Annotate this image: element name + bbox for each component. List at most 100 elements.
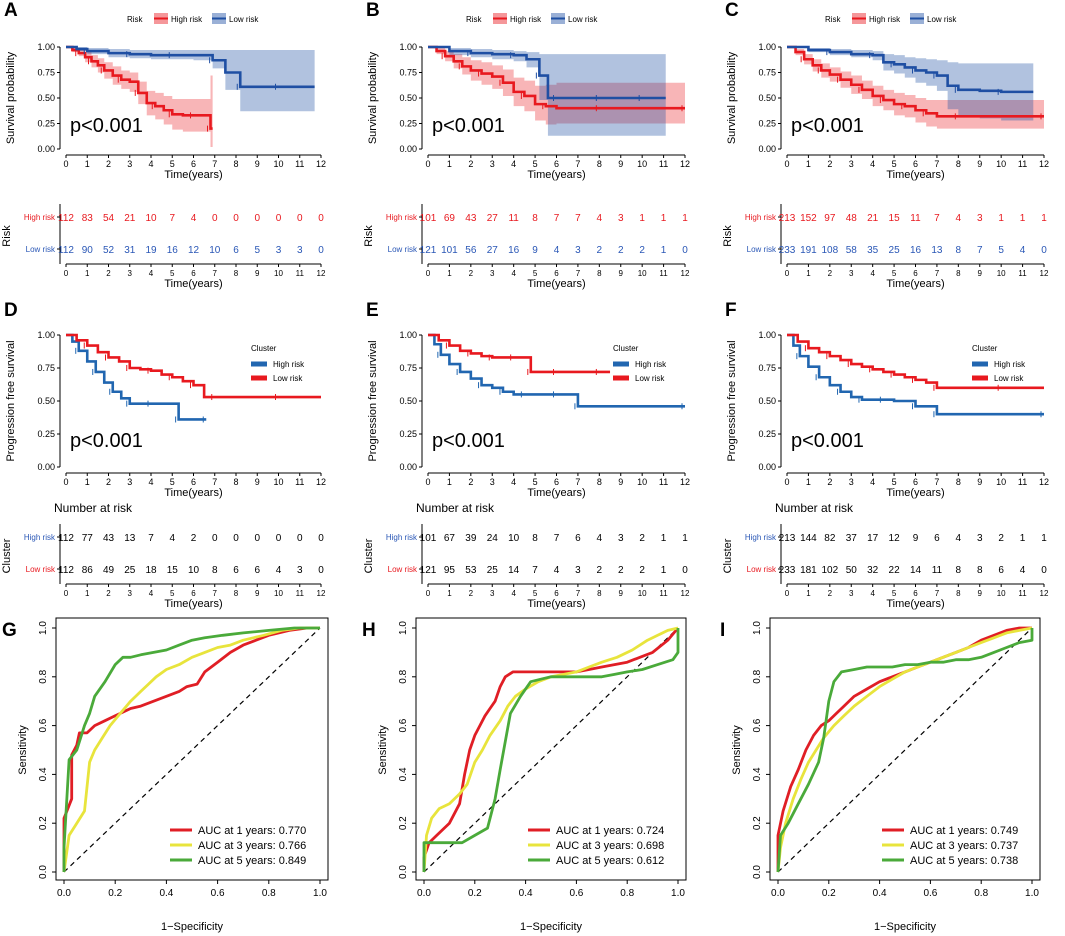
roc-curve-5-year: [776, 628, 1034, 873]
y-tick-label: 0.75: [758, 363, 776, 373]
risk-count: 3: [297, 565, 303, 576]
x-tick-label: 3: [490, 477, 495, 487]
risk-count: 8: [532, 533, 538, 544]
x-tick-label: 9: [618, 477, 623, 487]
x-tick-label: 12: [316, 477, 326, 487]
panel-I: I 0.0 0.2 0.4 0.6 0.8 1.0 0.0 0.2 0.4 0.6 0.8 1.0 1−S…: [720, 617, 1041, 933]
risk-x-tick-label: 7: [213, 589, 218, 598]
panel-C: C0.000.250.500.751.000 1 2 3 4 5 6 7 8 9 10 11 12Tim…: [722, 0, 1049, 290]
risk-row-label: High risk: [24, 533, 56, 542]
risk-x-axis-title: Time(years): [886, 278, 944, 290]
y-tick-label: 0.2: [752, 816, 763, 830]
panel-A: A0.000.250.500.751.000 1 2 3 4 5 6 7 8 9 10 11 12Tim…: [1, 0, 326, 290]
risk-count: 12: [188, 245, 200, 256]
risk-count: 1: [661, 533, 667, 544]
risk-x-tick-label: 11: [1018, 589, 1027, 598]
risk-x-tick-label: 4: [149, 269, 154, 278]
risk-count: 7: [977, 245, 983, 256]
legend-label: AUC at 1 years: 0.749: [910, 825, 1018, 837]
risk-count: 0: [254, 213, 260, 224]
risk-count: 58: [846, 245, 858, 256]
km-curve-high-risk: [428, 45, 685, 110]
risk-count: 1: [682, 533, 688, 544]
roc-curve-3-year: [776, 626, 1033, 873]
x-tick-label: 0: [784, 159, 789, 169]
risk-count: 24: [487, 533, 499, 544]
risk-row-label: Low risk: [26, 565, 56, 574]
risk-x-tick-label: 2: [469, 269, 474, 278]
x-tick-label: 1.0: [671, 888, 685, 899]
y-tick-label: 1.0: [752, 621, 763, 635]
risk-count: 233: [779, 245, 796, 256]
x-tick-label: 4: [511, 159, 516, 169]
risk-table-title: Number at risk: [416, 501, 495, 515]
km-curve-low-risk: [428, 45, 666, 100]
x-tick-label: 11: [1018, 159, 1027, 169]
x-tick-label: 7: [212, 477, 217, 487]
km-curve-high-risk: [787, 333, 1044, 416]
legend-label: High risk: [869, 15, 901, 24]
risk-count: 2: [639, 245, 645, 256]
risk-x-tick-label: 7: [935, 589, 940, 598]
risk-count: 2: [639, 565, 645, 576]
x-tick-label: 11: [1018, 477, 1027, 487]
x-tick-label: 0: [63, 477, 68, 487]
ci-band-high-risk: [787, 47, 1044, 129]
reference-diagonal: [63, 627, 321, 873]
roc-curve-1-year: [62, 626, 320, 872]
y-tick-label: 1.00: [758, 330, 776, 340]
y-tick-label: 0.0: [752, 865, 763, 879]
risk-count: 77: [82, 533, 94, 544]
risk-count: 0: [297, 533, 303, 544]
risk-count: 3: [977, 533, 983, 544]
x-axis-title: Time(years): [527, 169, 585, 181]
risk-row-label: High risk: [24, 213, 56, 222]
risk-x-tick-label: 7: [213, 269, 218, 278]
risk-count: 83: [82, 213, 94, 224]
x-tick-label: 2: [468, 159, 473, 169]
risk-x-tick-label: 9: [255, 269, 260, 278]
p-value: p<0.001: [432, 115, 505, 137]
risk-x-tick-label: 5: [170, 589, 175, 598]
risk-count: 25: [889, 245, 901, 256]
risk-x-tick-label: 4: [870, 269, 875, 278]
risk-count: 3: [618, 533, 624, 544]
x-tick-label: 12: [1039, 477, 1049, 487]
risk-x-tick-label: 8: [597, 269, 602, 278]
risk-count: 3: [977, 213, 983, 224]
risk-count: 86: [82, 565, 94, 576]
y-tick-label: 0.6: [398, 718, 409, 732]
risk-count: 15: [167, 565, 179, 576]
reference-diagonal: [777, 627, 1033, 873]
risk-y-axis-title: Cluster: [1, 538, 13, 573]
y-tick-label: 1.00: [37, 330, 55, 340]
risk-x-tick-label: 2: [106, 589, 111, 598]
risk-x-tick-label: 0: [64, 269, 69, 278]
risk-x-tick-label: 3: [849, 269, 854, 278]
km-curve-low-risk: [787, 45, 1034, 94]
risk-count: 67: [444, 533, 456, 544]
risk-count: 31: [124, 245, 136, 256]
risk-count: 152: [800, 213, 817, 224]
roc-curve-5-year: [62, 626, 320, 872]
risk-count: 0: [233, 213, 239, 224]
risk-x-tick-label: 1: [447, 269, 452, 278]
risk-count: 90: [82, 245, 94, 256]
legend-label: AUC at 5 years: 0.612: [556, 855, 664, 867]
risk-count: 0: [297, 213, 303, 224]
risk-count: 0: [212, 533, 218, 544]
risk-count: 108: [821, 245, 838, 256]
ci-band-low-risk: [66, 47, 315, 112]
y-axis-title: Survival probability: [367, 51, 379, 144]
legend-label: AUC at 1 years: 0.724: [556, 825, 664, 837]
risk-count: 14: [910, 565, 922, 576]
legend-title: Cluster: [972, 344, 998, 353]
risk-x-tick-label: 11: [296, 269, 305, 278]
x-tick-label: 10: [273, 477, 283, 487]
risk-x-tick-label: 0: [426, 589, 431, 598]
risk-count: 2: [618, 245, 624, 256]
legend-label: High risk: [994, 360, 1026, 369]
risk-x-tick-label: 1: [447, 589, 452, 598]
risk-count: 1: [1041, 533, 1047, 544]
